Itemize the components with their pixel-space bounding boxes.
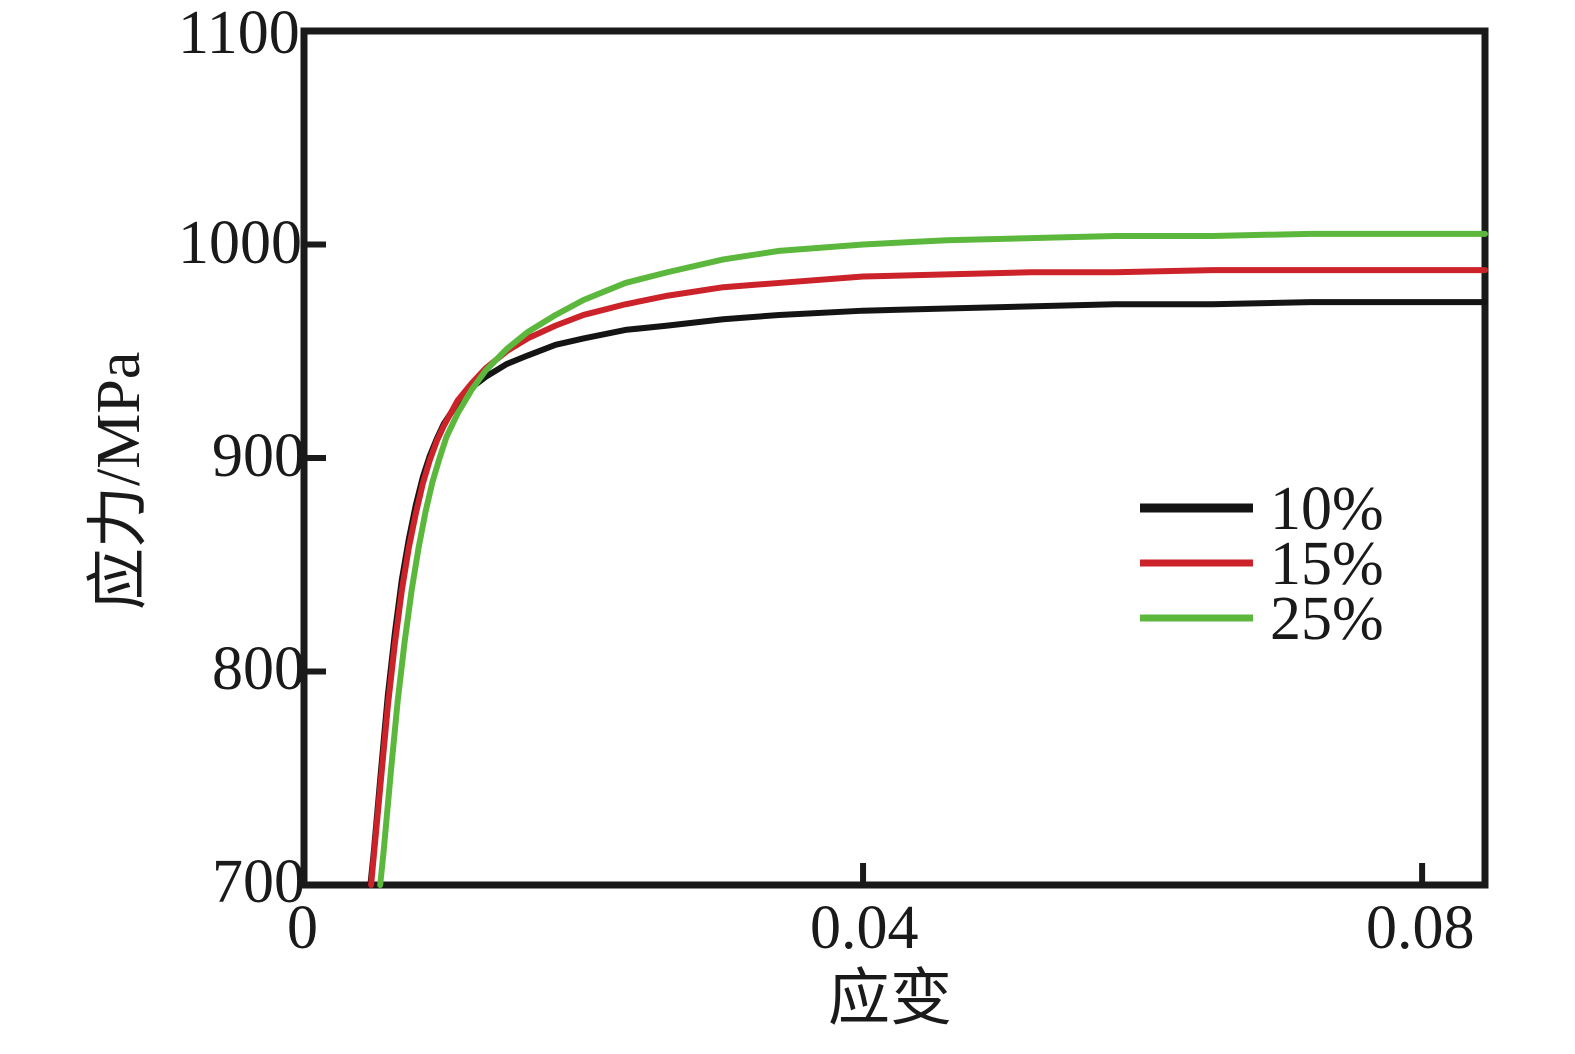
- ytick-label-900: 900: [212, 422, 305, 490]
- ytick-label-700: 700: [212, 848, 305, 916]
- axis-ticks: [304, 241, 1426, 885]
- data-curves: [367, 230, 1488, 888]
- ytick-label-1100: 1100: [178, 0, 300, 67]
- y-axis-label: 应力/MPa: [85, 351, 153, 610]
- xtick-label-004: 0.04: [810, 894, 919, 962]
- legend-label-15: 15%: [1270, 530, 1384, 598]
- curve-25pct: [377, 230, 1488, 888]
- legend-label-10: 10%: [1270, 475, 1384, 543]
- ytick-label-1000: 1000: [178, 209, 302, 277]
- ytick-label-800: 800: [212, 635, 305, 703]
- x-axis-label: 应变: [828, 965, 953, 1033]
- legend-label-25: 25%: [1270, 585, 1384, 653]
- legend-swatches: [1140, 503, 1253, 622]
- xtick-label-008: 0.08: [1366, 894, 1475, 962]
- xtick-label-0: 0: [287, 894, 318, 962]
- plot-frame: [300, 27, 1489, 889]
